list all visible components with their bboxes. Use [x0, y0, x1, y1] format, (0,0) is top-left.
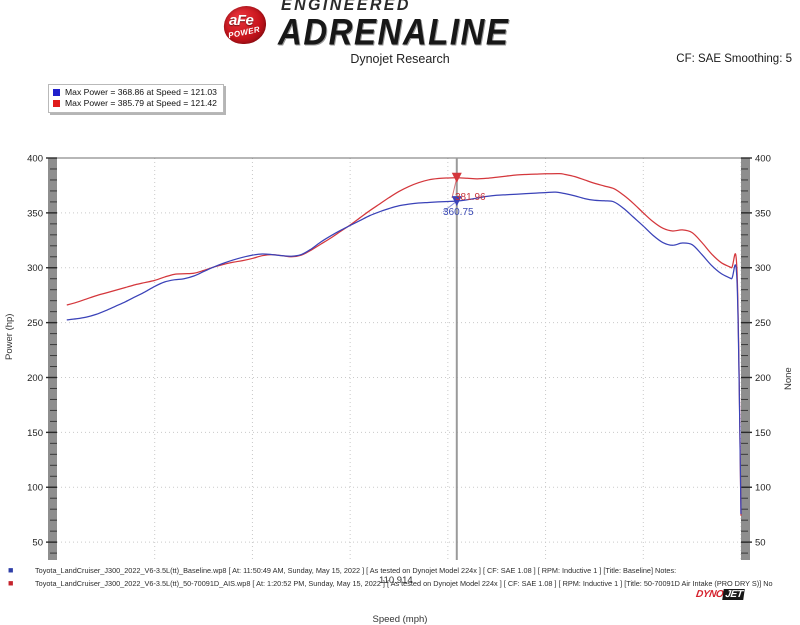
- footer-text-baseline: Toyota_LandCruiser_J300_2022_V6-3.5L(tt)…: [35, 566, 677, 575]
- page-header: aFe POWER ENGINEERED ADRENALINE: [0, 0, 800, 50]
- x-axis-title: Speed (mph): [372, 614, 428, 625]
- afe-power-brand: aFe POWER ENGINEERED ADRENALINE: [222, 0, 510, 53]
- cursor-readout-red: 381.96: [455, 192, 486, 203]
- dynojet-logo-part1: DYNO: [695, 589, 725, 600]
- footer-row-intake: ■ Toyota_LandCruiser_J300_2022_V6-3.5L(t…: [0, 577, 800, 590]
- legend-swatch-intake: [53, 100, 60, 107]
- cursor-readout-x: 110.914: [379, 575, 413, 586]
- svg-text:400: 400: [27, 153, 43, 164]
- dyno-chart: 0050501001001501502002002502503003003503…: [0, 70, 800, 625]
- cursor-readout-blue: 360.75: [443, 207, 474, 218]
- chart-subtitle: Dynojet Research: [350, 52, 450, 66]
- legend-label-baseline: Max Power = 368.86 at Speed = 121.03: [65, 87, 217, 97]
- chart-canvas: 0050501001001501502002002502503003003503…: [27, 153, 771, 560]
- engineered-word: ENGINEERED: [281, 0, 411, 15]
- legend-item-baseline[interactable]: Max Power = 368.86 at Speed = 121.03: [53, 87, 217, 98]
- svg-text:250: 250: [27, 318, 43, 329]
- footer-text-intake: Toyota_LandCruiser_J300_2022_V6-3.5L(tt)…: [35, 579, 773, 588]
- afe-logo-text: aFe: [229, 12, 254, 29]
- dynojet-logo-icon: DYNO JET: [695, 589, 746, 600]
- svg-text:350: 350: [755, 208, 771, 219]
- cursor-marker-red-icon: [451, 172, 462, 183]
- cursor-marker-blue-icon: [451, 196, 462, 207]
- svg-text:200: 200: [27, 373, 43, 384]
- footer-bullet-intake-icon: ■: [8, 578, 14, 588]
- svg-text:300: 300: [755, 263, 771, 274]
- svg-text:400: 400: [755, 153, 771, 164]
- legend-label-intake: Max Power = 385.79 at Speed = 121.42: [65, 98, 217, 108]
- brand-wordmark: ENGINEERED ADRENALINE: [278, 0, 510, 53]
- series-line-intake: [66, 172, 742, 516]
- adrenaline-word: ADRENALINE: [278, 10, 510, 53]
- svg-text:250: 250: [755, 318, 771, 329]
- svg-text:200: 200: [755, 373, 771, 384]
- correction-factor-note: CF: SAE Smoothing: 5: [676, 53, 792, 65]
- chart-legend[interactable]: Max Power = 368.86 at Speed = 121.03 Max…: [48, 84, 224, 113]
- y2-axis-title: None: [783, 367, 794, 390]
- legend-swatch-baseline: [53, 89, 60, 96]
- footer-row-baseline: ■ Toyota_LandCruiser_J300_2022_V6-3.5L(t…: [0, 564, 800, 577]
- y-axis-title: Power (hp): [4, 313, 15, 360]
- run-file-footer: ■ Toyota_LandCruiser_J300_2022_V6-3.5L(t…: [0, 560, 800, 600]
- svg-text:50: 50: [32, 538, 43, 549]
- afe-power-logo-icon: aFe POWER: [222, 4, 274, 48]
- svg-text:350: 350: [27, 208, 43, 219]
- series-line-baseline: [66, 191, 742, 515]
- dynojet-logo-part2: JET: [722, 589, 746, 600]
- svg-text:300: 300: [27, 263, 43, 274]
- subtitle-row: Dynojet Research CF: SAE Smoothing: 5: [0, 50, 800, 70]
- svg-text:50: 50: [755, 538, 766, 549]
- footer-bullet-baseline-icon: ■: [8, 565, 14, 575]
- svg-text:100: 100: [27, 483, 43, 494]
- legend-item-intake[interactable]: Max Power = 385.79 at Speed = 121.42: [53, 98, 217, 109]
- svg-text:100: 100: [755, 483, 771, 494]
- svg-text:150: 150: [27, 428, 43, 439]
- svg-text:150: 150: [755, 428, 771, 439]
